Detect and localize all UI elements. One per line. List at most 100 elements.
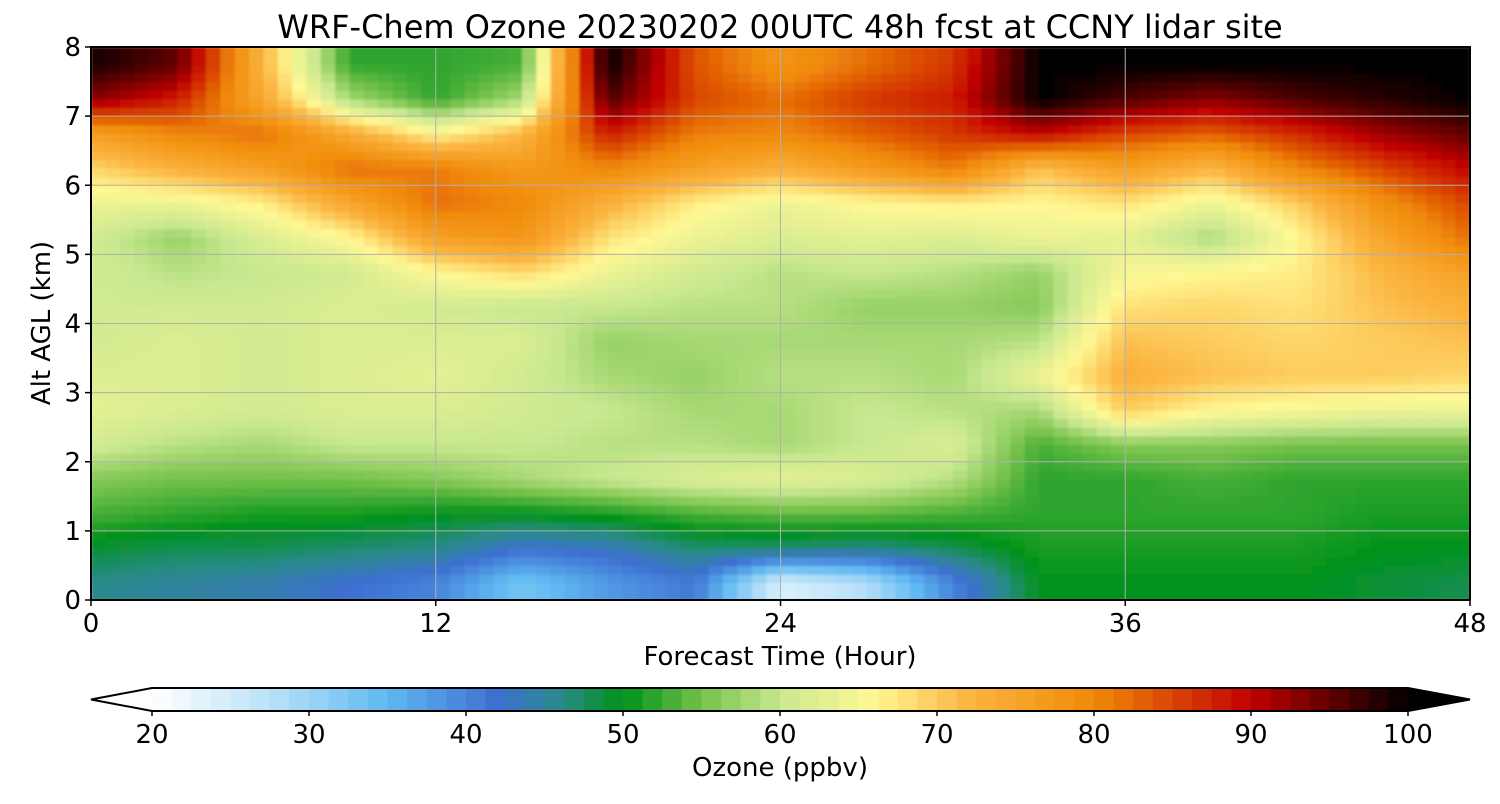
- heatmap-cell: [794, 565, 810, 575]
- heatmap-cell: [1412, 435, 1428, 446]
- heatmap-cell: [435, 435, 451, 446]
- heatmap-cell: [1455, 193, 1470, 204]
- heatmap-cell: [579, 150, 595, 160]
- heatmap-cell: [1067, 263, 1083, 273]
- heatmap-cell: [220, 539, 236, 549]
- heatmap-cell: [1268, 323, 1284, 333]
- heatmap-cell: [1441, 409, 1457, 420]
- heatmap-cell: [881, 167, 897, 178]
- heatmap-cell: [837, 167, 853, 178]
- heatmap-cell: [651, 280, 667, 290]
- heatmap-cell: [220, 496, 236, 506]
- heatmap-cell: [1153, 565, 1169, 575]
- heatmap-cell: [622, 496, 638, 506]
- heatmap-cell: [938, 358, 954, 368]
- heatmap-cell: [306, 202, 322, 212]
- heatmap-cell: [665, 271, 681, 281]
- heatmap-cell: [780, 185, 796, 195]
- heatmap-cell: [1254, 461, 1270, 471]
- heatmap-cell: [335, 453, 351, 463]
- heatmap-cell: [1455, 245, 1470, 255]
- heatmap-cell: [1268, 349, 1284, 359]
- heatmap-cell: [1010, 297, 1026, 307]
- heatmap-cell: [1153, 582, 1169, 592]
- heatmap-cell: [751, 150, 767, 160]
- heatmap-cell: [694, 349, 710, 359]
- heatmap-cell: [1355, 366, 1371, 376]
- heatmap-cell: [1125, 453, 1141, 463]
- heatmap-cell: [565, 271, 580, 281]
- heatmap-cell: [435, 548, 451, 558]
- heatmap-cell: [1383, 297, 1399, 307]
- heatmap-cell: [1139, 340, 1155, 351]
- heatmap-cell: [349, 461, 365, 471]
- heatmap-cell: [1197, 237, 1213, 247]
- heatmap-cell: [1283, 539, 1299, 549]
- heatmap-cell: [708, 288, 724, 299]
- heatmap-cell: [1311, 530, 1327, 541]
- heatmap-cell: [363, 375, 379, 385]
- heatmap-cell: [1110, 548, 1126, 558]
- heatmap-cell: [952, 513, 968, 523]
- heatmap-cell: [550, 556, 566, 567]
- heatmap-cell: [967, 383, 983, 394]
- heatmap-cell: [952, 237, 968, 247]
- heatmap-cell: [1355, 548, 1371, 558]
- heatmap-cell: [162, 409, 178, 420]
- heatmap-cell: [91, 427, 106, 437]
- heatmap-cell: [507, 176, 523, 186]
- heatmap-cell: [478, 539, 494, 549]
- heatmap-cell: [1441, 219, 1457, 230]
- heatmap-cell: [1283, 202, 1299, 212]
- heatmap-cell: [1455, 591, 1470, 600]
- heatmap-cell: [220, 271, 236, 281]
- heatmap-cell: [1067, 228, 1083, 238]
- heatmap-cell: [665, 496, 681, 506]
- heatmap-cell: [1240, 211, 1256, 221]
- heatmap-cell: [1426, 401, 1442, 411]
- heatmap-cell: [392, 504, 408, 515]
- heatmap-cell: [751, 332, 767, 342]
- heatmap-cell: [1311, 211, 1327, 221]
- heatmap-cell: [665, 228, 681, 238]
- heatmap-cell: [1383, 565, 1399, 575]
- heatmap-cell: [651, 340, 667, 351]
- heatmap-cell: [349, 383, 365, 394]
- heatmap-cell: [292, 349, 308, 359]
- heatmap-cell: [134, 185, 150, 195]
- heatmap-cell: [1082, 340, 1098, 351]
- heatmap-cell: [363, 340, 379, 351]
- heatmap-cell: [1340, 288, 1356, 299]
- heatmap-cell: [335, 418, 351, 428]
- heatmap-cell: [234, 375, 250, 385]
- heatmap-cell: [924, 574, 940, 584]
- heatmap-cell: [277, 565, 293, 575]
- heatmap-cell: [1096, 323, 1112, 333]
- heatmap-cell: [134, 142, 150, 152]
- heatmap-cell: [952, 228, 968, 238]
- heatmap-cell: [1340, 418, 1356, 428]
- heatmap-cell: [837, 392, 853, 402]
- heatmap-cell: [1225, 383, 1241, 394]
- heatmap-cell: [1053, 323, 1069, 333]
- heatmap-cell: [277, 375, 293, 385]
- heatmap-cell: [1182, 237, 1198, 247]
- heatmap-cell: [708, 522, 724, 532]
- heatmap-cell: [335, 358, 351, 368]
- heatmap-cell: [1455, 314, 1470, 325]
- heatmap-cell: [766, 435, 782, 446]
- heatmap-cell: [349, 193, 365, 204]
- heatmap-cell: [1340, 582, 1356, 592]
- heatmap-cell: [177, 193, 193, 204]
- heatmap-cell: [1039, 263, 1055, 273]
- heatmap-cell: [263, 496, 279, 506]
- heatmap-cell: [924, 392, 940, 402]
- heatmap-cell: [866, 574, 882, 584]
- heatmap-cell: [1355, 202, 1371, 212]
- heatmap-cell: [1268, 383, 1284, 394]
- heatmap-cell: [1340, 513, 1356, 523]
- heatmap-cell: [521, 392, 537, 402]
- heatmap-cell: [866, 280, 882, 290]
- heatmap-cell: [521, 237, 537, 247]
- heatmap-cell: [1311, 383, 1327, 394]
